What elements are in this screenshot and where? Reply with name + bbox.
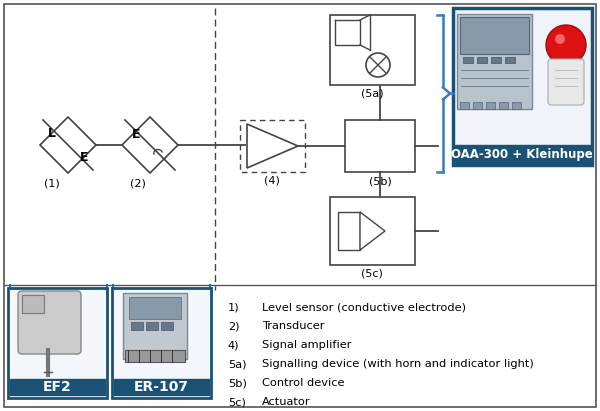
Text: (4): (4) (264, 175, 280, 185)
FancyBboxPatch shape (131, 322, 143, 330)
Text: E: E (132, 127, 140, 141)
Text: Signal amplifier: Signal amplifier (262, 340, 352, 350)
Polygon shape (338, 212, 360, 250)
FancyBboxPatch shape (129, 297, 181, 319)
Circle shape (366, 53, 390, 77)
Polygon shape (360, 212, 385, 250)
FancyBboxPatch shape (463, 57, 473, 63)
Text: Level sensor (conductive electrode): Level sensor (conductive electrode) (262, 302, 466, 312)
FancyBboxPatch shape (477, 57, 487, 63)
FancyBboxPatch shape (10, 379, 105, 395)
Text: Transducer: Transducer (262, 321, 325, 331)
FancyBboxPatch shape (22, 295, 44, 313)
Text: E: E (80, 150, 88, 164)
Polygon shape (330, 15, 415, 85)
Text: (2): (2) (130, 178, 146, 188)
FancyBboxPatch shape (486, 102, 495, 109)
FancyBboxPatch shape (453, 8, 592, 165)
Text: ER-107: ER-107 (133, 380, 188, 394)
FancyBboxPatch shape (491, 57, 501, 63)
FancyBboxPatch shape (473, 102, 482, 109)
FancyBboxPatch shape (460, 102, 469, 109)
FancyBboxPatch shape (455, 145, 590, 163)
Polygon shape (122, 117, 178, 173)
Text: Signalling device (with horn and indicator light): Signalling device (with horn and indicat… (262, 359, 534, 369)
Polygon shape (247, 124, 298, 168)
FancyBboxPatch shape (499, 102, 508, 109)
Text: Actuator: Actuator (262, 397, 311, 407)
Text: 5b): 5b) (228, 378, 247, 388)
Text: 4): 4) (228, 340, 239, 350)
Text: L: L (48, 127, 56, 139)
FancyBboxPatch shape (112, 288, 211, 398)
FancyBboxPatch shape (8, 288, 107, 398)
Text: (1): (1) (44, 178, 60, 188)
FancyBboxPatch shape (457, 14, 532, 109)
FancyBboxPatch shape (512, 102, 521, 109)
Circle shape (555, 34, 565, 44)
FancyBboxPatch shape (161, 322, 173, 330)
FancyBboxPatch shape (460, 17, 529, 54)
FancyBboxPatch shape (146, 322, 158, 330)
Polygon shape (330, 197, 415, 265)
Polygon shape (345, 120, 415, 172)
Text: 5a): 5a) (228, 359, 247, 369)
Text: Control device: Control device (262, 378, 344, 388)
FancyBboxPatch shape (505, 57, 515, 63)
Text: EF2: EF2 (43, 380, 71, 394)
Text: 5c): 5c) (228, 397, 246, 407)
FancyBboxPatch shape (548, 59, 584, 105)
FancyBboxPatch shape (123, 293, 187, 359)
Text: (5b): (5b) (368, 176, 391, 186)
Text: 2): 2) (228, 321, 239, 331)
Text: (5c): (5c) (361, 268, 383, 278)
Text: 1): 1) (228, 302, 239, 312)
Circle shape (546, 25, 586, 65)
FancyBboxPatch shape (114, 379, 209, 395)
FancyBboxPatch shape (18, 291, 81, 354)
FancyBboxPatch shape (125, 350, 185, 362)
Polygon shape (40, 117, 96, 173)
Text: (5a): (5a) (361, 89, 383, 99)
Text: OAA-300 + Kleinhupe: OAA-300 + Kleinhupe (451, 148, 593, 161)
